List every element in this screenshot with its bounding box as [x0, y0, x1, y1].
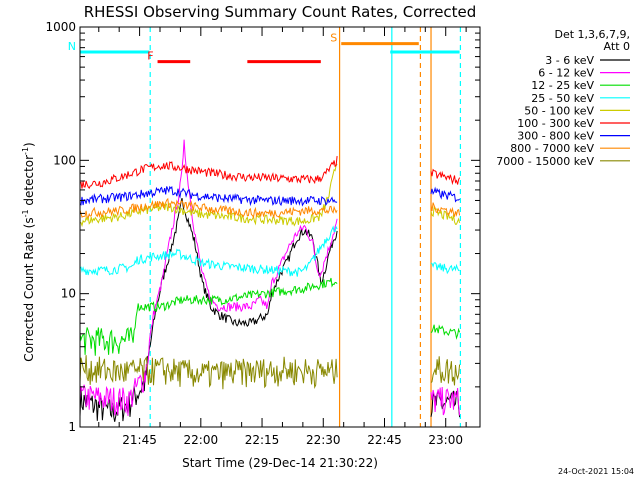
x-tick-label-5: 23:00: [428, 433, 463, 447]
y-tick-label-3: 1000: [45, 20, 76, 34]
y-tick-label-1: 10: [61, 287, 76, 301]
legend-label-1: 6 - 12 keV: [538, 67, 594, 80]
chart-title: RHESSI Observing Summary Count Rates, Co…: [84, 3, 477, 21]
render-timestamp: 24-Oct-2021 15:04: [558, 467, 634, 476]
legend-header-attenuator: Att 0: [604, 40, 630, 53]
legend-label-4: 50 - 100 keV: [524, 104, 594, 117]
series-lines: [79, 139, 461, 422]
series-line-7: [79, 197, 461, 219]
series-line-2: [79, 277, 461, 356]
y-tick-labels: 1 10 100 1000: [45, 20, 76, 434]
legend-label-0: 3 - 6 keV: [545, 54, 594, 67]
x-tick-label-2: 22:15: [245, 433, 280, 447]
flag-bars: N F S: [68, 32, 460, 64]
flag-label-1: F: [147, 50, 153, 63]
legend-label-8: 7000 - 15000 keV: [496, 155, 594, 168]
x-tick-label-0: 21:45: [122, 433, 157, 447]
x-tick-label-1: 22:00: [184, 433, 219, 447]
x-axis-label: Start Time (29-Dec-14 21:30:22): [182, 456, 378, 470]
flag-label-2: S: [330, 32, 337, 45]
plot-frame: [79, 26, 481, 428]
legend-label-6: 300 - 800 keV: [517, 130, 594, 143]
series-line-5: [79, 156, 461, 190]
x-tick-labels: 21:45 22:00 22:15 22:30 22:45 23:00: [122, 433, 463, 447]
flag-label-0: N: [68, 40, 76, 53]
series-line-6: [79, 185, 460, 207]
series-line-1: [79, 139, 461, 416]
legend-label-3: 25 - 50 keV: [531, 92, 594, 105]
legend-label-5: 100 - 300 keV: [517, 117, 594, 130]
y-tick-label-2: 100: [53, 153, 76, 167]
series-line-8: [79, 355, 461, 390]
vertical-markers: [149, 27, 462, 427]
legend-label-7: 800 - 7000 keV: [510, 142, 594, 155]
y-axis-label: Corrected Count Rate (s-1 detector-1): [21, 142, 36, 361]
x-tick-label-4: 22:45: [367, 433, 402, 447]
axes: [79, 26, 481, 428]
legend-header-detectors: Det 1,3,6,7,9,: [554, 28, 630, 41]
x-tick-label-3: 22:30: [306, 433, 341, 447]
legend-label-2: 12 - 25 keV: [531, 79, 594, 92]
y-tick-label-0: 1: [68, 420, 76, 434]
series-line-3: [79, 225, 460, 277]
